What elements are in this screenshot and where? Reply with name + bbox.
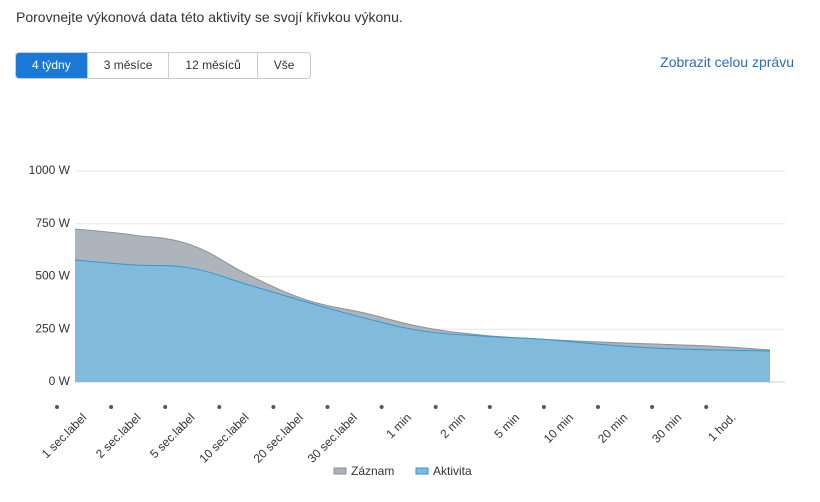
y-tick-label: 750 W (35, 216, 70, 230)
x-tick-label: 1 sec.label (39, 410, 89, 460)
x-tick-dot (487, 405, 492, 409)
tab[interactable]: 12 měsíců (168, 53, 256, 78)
x-tick-dot (704, 405, 709, 409)
y-tick-label: 0 W (49, 374, 71, 388)
x-tick-label: 2 min (437, 410, 468, 441)
x-tick-label: 10 min (541, 410, 576, 445)
area (75, 260, 770, 382)
x-tick-dot (541, 405, 546, 409)
page-title: Porovnejte výkonová data této aktivity s… (16, 9, 403, 25)
y-tick-label: 1000 W (29, 163, 71, 177)
x-tick-dot (325, 405, 330, 409)
x-tick-label: 2 sec.label (93, 410, 143, 460)
legend-swatch (333, 467, 347, 475)
x-tick-label: 20 sec.label (251, 410, 306, 465)
legend-swatch (415, 467, 429, 475)
legend-label: Aktivita (433, 464, 472, 478)
area-line (74, 259, 771, 352)
x-tick-dot (55, 405, 59, 409)
tab[interactable]: 3 měsíce (86, 53, 169, 78)
x-tick-label: 5 sec.label (147, 410, 197, 460)
tab-bar: 4 týdny 3 měsíce 12 měsíců Vše (15, 52, 312, 79)
tab[interactable]: Vše (256, 53, 311, 78)
tab[interactable]: 4 týdny (16, 53, 87, 78)
x-tick-label: 10 sec.label (196, 410, 251, 465)
y-tick-label: 500 W (35, 269, 70, 283)
report-link[interactable]: Zobrazit celou zprávu (660, 54, 794, 70)
y-tick-label: 250 W (35, 321, 70, 335)
x-tick-label: 1 hod. (705, 410, 738, 443)
x-tick-dot (650, 405, 655, 409)
area-line (74, 228, 771, 351)
x-tick-dot (109, 405, 114, 409)
x-tick-dot (217, 405, 222, 409)
x-tick-dot (163, 405, 168, 409)
x-tick-label: 20 min (595, 410, 630, 445)
x-tick-dot (596, 405, 600, 409)
x-tick-label: 30 min (649, 410, 684, 445)
x-tick-dot (379, 405, 384, 409)
x-tick-label: 1 min (383, 410, 414, 441)
x-tick-dot (433, 405, 438, 409)
x-tick-label: 30 sec.label (305, 410, 360, 465)
legend-label: Záznam (351, 464, 394, 478)
x-tick-dot (271, 405, 276, 409)
x-tick-label: 5 min (492, 410, 523, 441)
